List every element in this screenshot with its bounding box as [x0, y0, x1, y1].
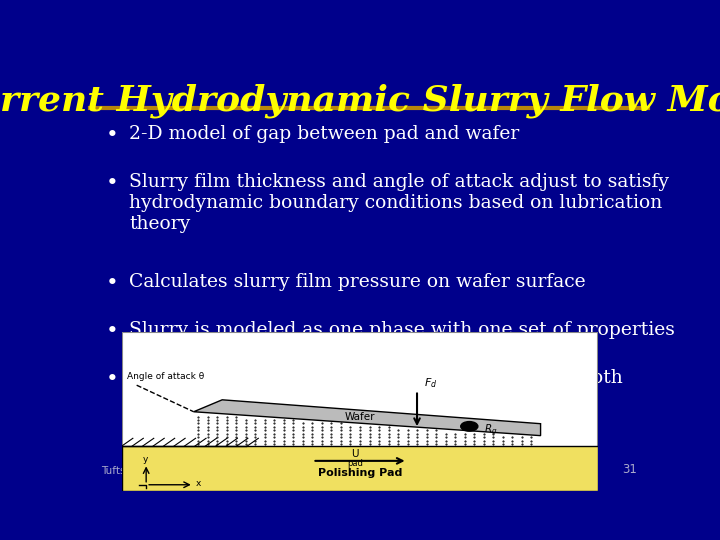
Text: Slurry is modeled as one phase with one set of properties: Slurry is modeled as one phase with one … — [129, 321, 675, 339]
Text: Current Hydrodynamic Slurry Flow Model: Current Hydrodynamic Slurry Flow Model — [0, 84, 720, 118]
Text: $R_g$: $R_g$ — [484, 423, 497, 437]
Text: Polishing Pad: Polishing Pad — [318, 468, 402, 478]
Text: pad: pad — [347, 459, 363, 468]
Text: Angle of attack θ: Angle of attack θ — [127, 372, 204, 381]
Text: $F_d$: $F_d$ — [424, 376, 438, 390]
Bar — [122, 446, 598, 491]
Text: •: • — [106, 173, 119, 193]
Text: Slurry film thickness and angle of attack adjust to satisfy
hydrodynamic boundar: Slurry film thickness and angle of attac… — [129, 173, 669, 233]
Polygon shape — [194, 400, 541, 436]
Text: Calculates slurry film pressure on wafer surface: Calculates slurry film pressure on wafer… — [129, 273, 585, 291]
Text: 31: 31 — [622, 463, 637, 476]
Text: Tufts University – Dept. of  Mechanical Engineering – MS  Thesis Defense – Oct 1: Tufts University – Dept. of Mechanical E… — [101, 465, 559, 476]
Text: •: • — [106, 273, 119, 293]
Text: U: U — [351, 449, 359, 460]
Text: 2-D model of gap between pad and wafer: 2-D model of gap between pad and wafer — [129, 125, 519, 143]
Text: Wafer: Wafer — [345, 412, 375, 422]
Text: x: x — [196, 479, 202, 488]
Text: •: • — [106, 369, 119, 389]
Text: •: • — [106, 125, 119, 145]
Text: •: • — [106, 321, 119, 341]
Text: y: y — [143, 455, 148, 464]
Circle shape — [461, 422, 478, 431]
Text: Assumes both pad and wafer to be rigid and smooth: Assumes both pad and wafer to be rigid a… — [129, 369, 623, 387]
